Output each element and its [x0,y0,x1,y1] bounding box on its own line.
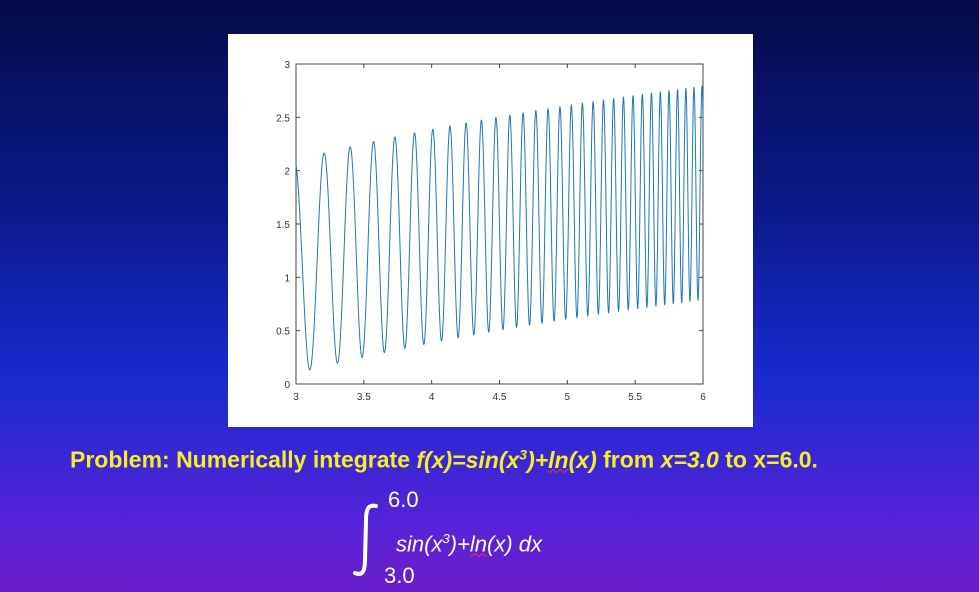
integrand-c: (x) dx [487,531,542,557]
integrand-ln: ln [469,531,487,557]
integral-sign-icon [353,503,378,576]
integrand-exponent: 3 [442,531,450,546]
problem-prefix: Problem: Numerically integrate [70,446,417,473]
integral-upper-limit: 6.0 [388,487,419,512]
axis-ticks [295,63,704,385]
integrand-a: sin(x [396,531,443,557]
function-label-c: (x) [568,446,597,473]
x-tick-label: 5 [565,392,571,403]
y-tick-label: 1 [284,273,290,284]
series-line [295,85,704,371]
y-tick-label: 2 [284,167,290,178]
x-tick-label: 3.5 [357,392,371,403]
x-tick-label: 5.5 [628,392,642,403]
integrand-b: )+ [449,531,470,557]
function-label: f(x)=sin(x3)+ln(x) [416,446,597,473]
x-tick-label: 4.5 [493,392,507,403]
to-text: to [718,446,754,473]
from-value: x=3.0 [660,446,719,473]
x-tick-label: 4 [429,392,435,403]
integral-lower-limit: 3.0 [384,563,415,588]
from-text: from [596,446,661,473]
to-value: x=6.0. [753,446,818,473]
function-ln: ln [548,446,569,473]
x-tick-label: 6 [700,392,706,403]
chart-svg: 3 3.5 4 4.5 5 5.5 6 0 0.5 1 1.5 2 2.5 3 [276,60,706,403]
chart-panel: 3 3.5 4 4.5 5 5.5 6 0 0.5 1 1.5 2 2.5 3 [228,34,753,427]
function-label-a: f(x)=sin(x [416,446,520,473]
y-tick-label: 3 [284,60,290,71]
y-tick-label: 1.5 [276,220,290,231]
x-tick-label: 3 [293,392,299,403]
function-label-b: )+ [527,446,549,473]
problem-statement: Problem: Numerically integrate f(x)=sin(… [70,446,970,474]
function-exponent: 3 [519,446,528,462]
integrand: sin(x3)+ln(x) dx [396,531,542,557]
y-tick-label: 0.5 [276,327,290,338]
axis-tick-labels: 3 3.5 4 4.5 5 5.5 6 0 0.5 1 1.5 2 2.5 3 [276,60,706,403]
y-tick-label: 0 [284,380,290,391]
y-tick-label: 2.5 [276,113,290,124]
